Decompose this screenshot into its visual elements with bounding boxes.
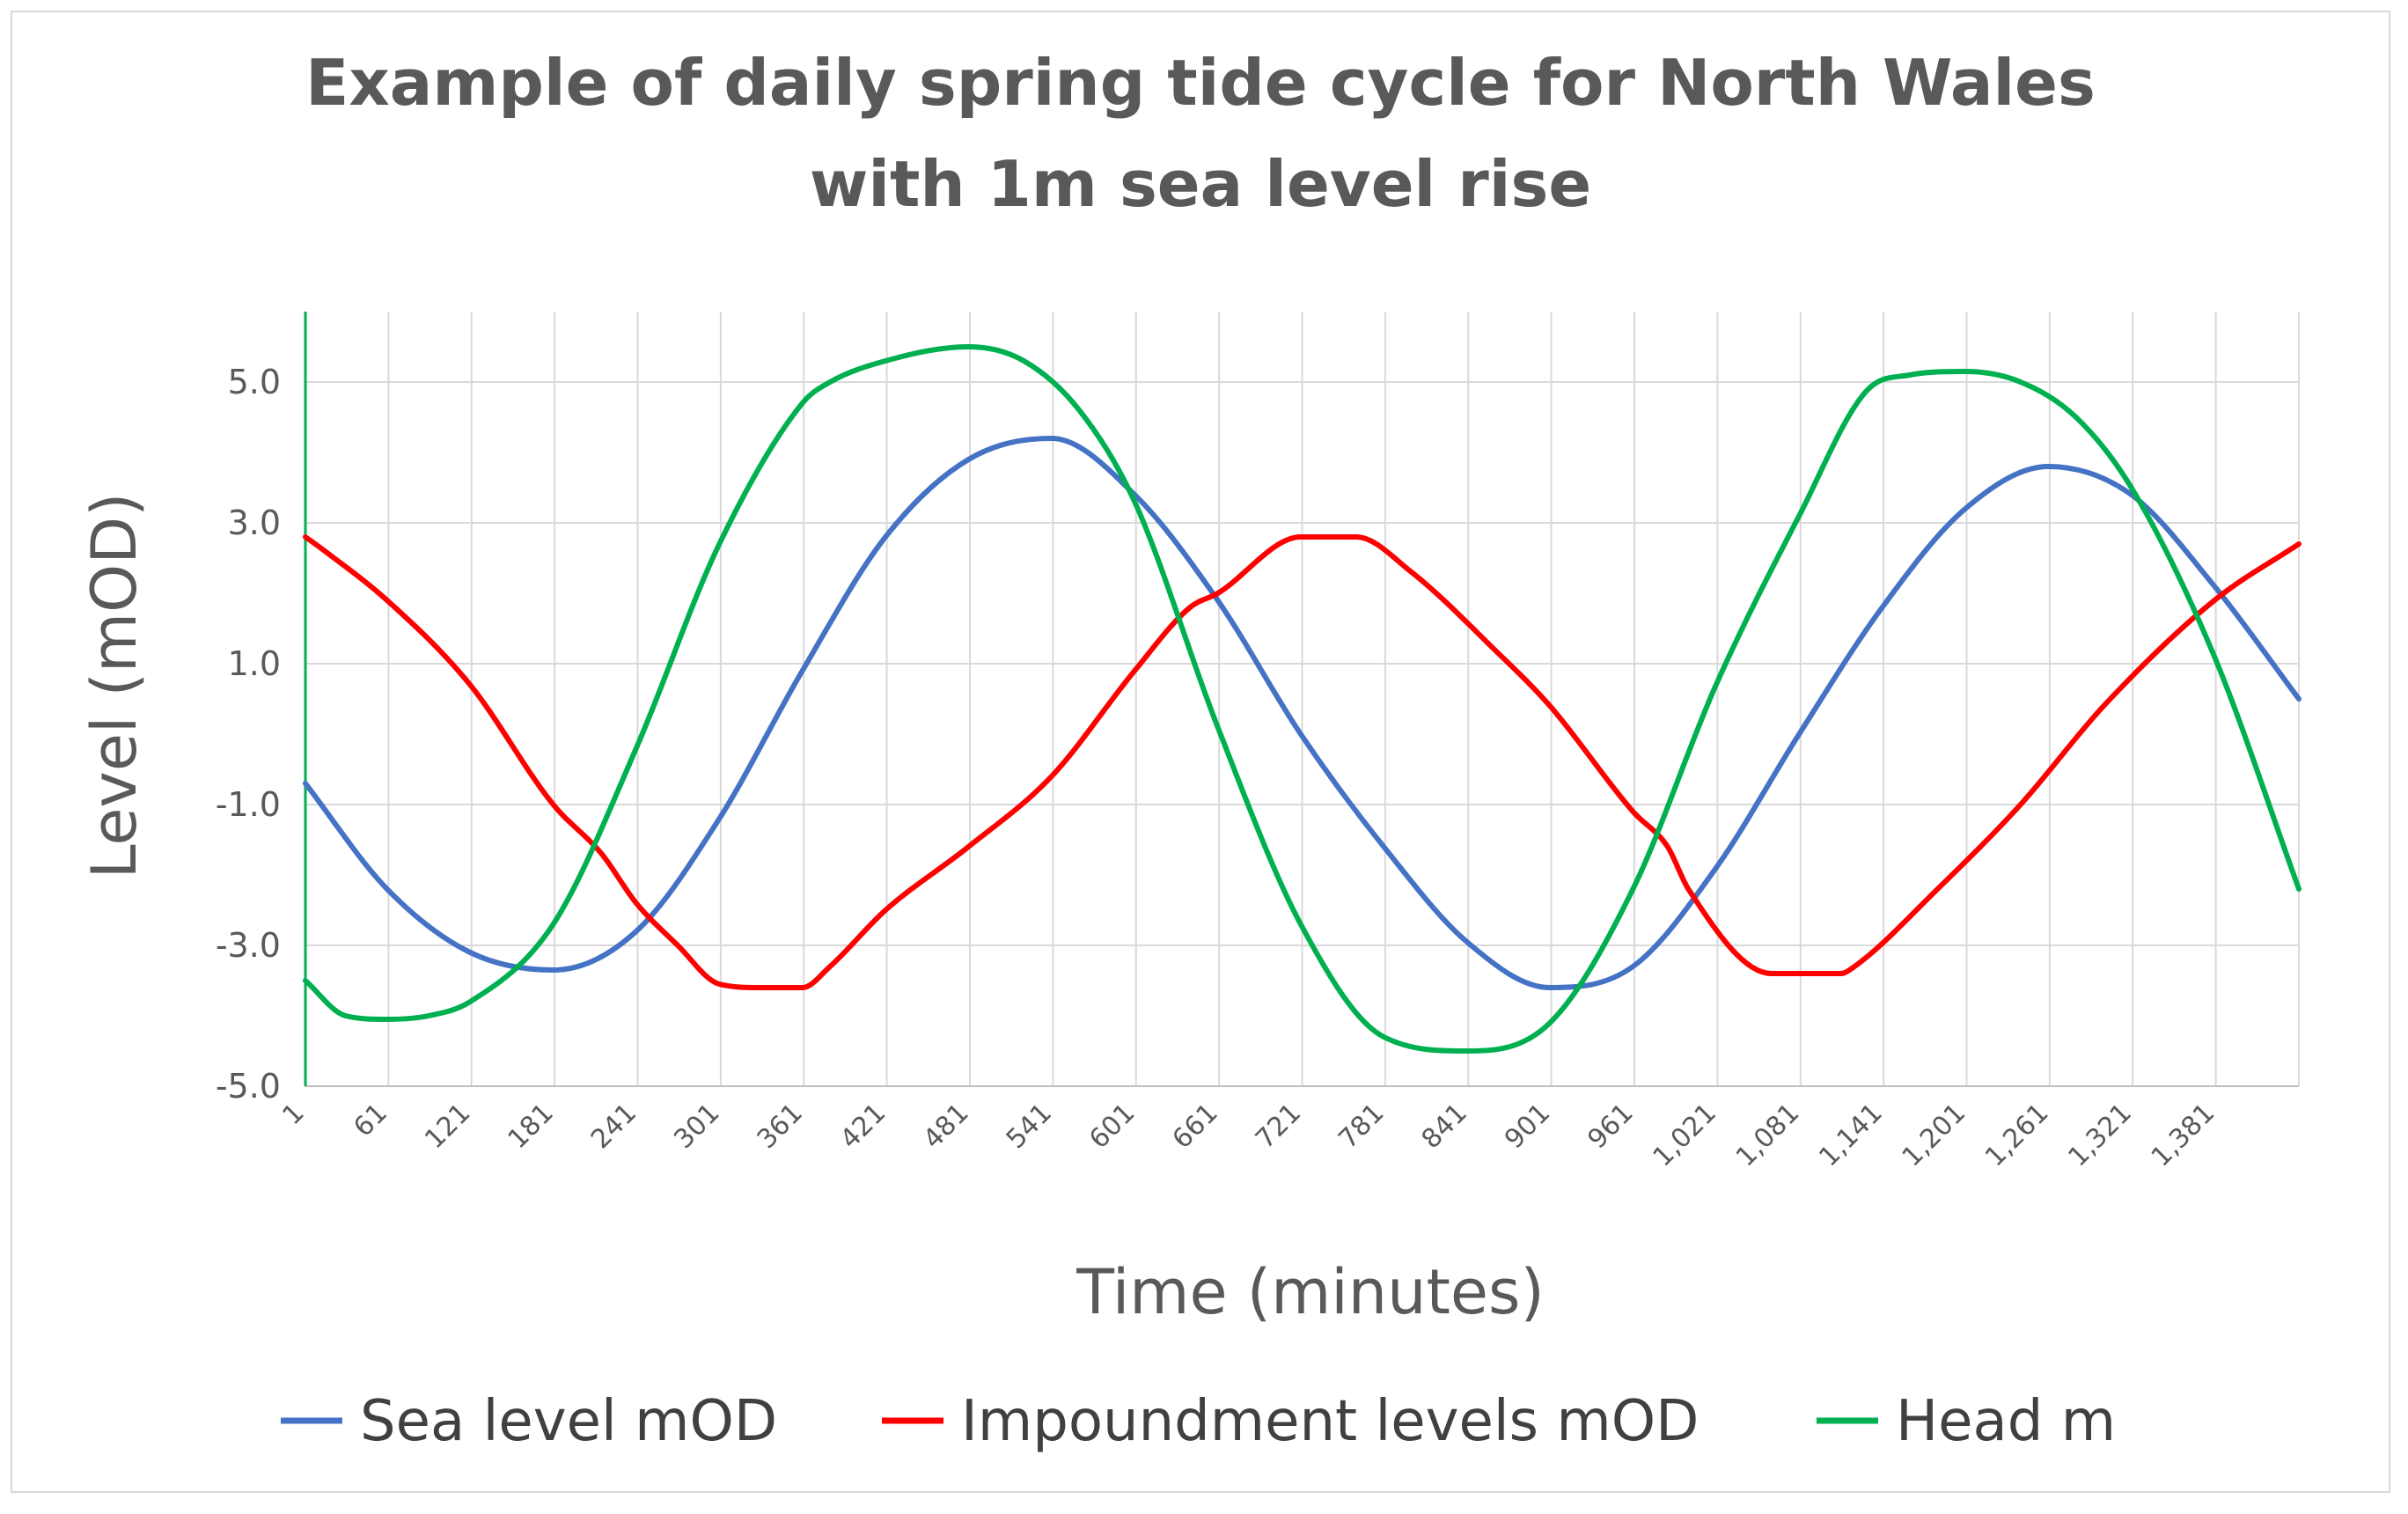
x-tick-label: 361: [752, 1098, 809, 1155]
x-tick-label: 601: [1083, 1098, 1141, 1155]
y-tick-label: 1.0: [228, 644, 281, 683]
x-tick-label: 481: [917, 1098, 974, 1155]
axes-layer: [304, 312, 2299, 1087]
sea-level-line: [303, 436, 2302, 990]
x-tick-label: 241: [585, 1098, 642, 1155]
x-tick-label: 1,321: [2062, 1098, 2137, 1172]
legend-label-sea-level: Sea level mOD: [360, 1389, 777, 1454]
chart-title-line-1: Example of daily spring tide cycle for N…: [305, 46, 2096, 120]
y-tick-label: -5.0: [216, 1067, 281, 1106]
y-tick-label: -1.0: [216, 785, 281, 824]
grid-layer: [305, 312, 2300, 1087]
x-tick-labels: 1 61 121 181 241 301 361 421 481 541 601 661 721 781 8…: [276, 1098, 2221, 1172]
x-tick-label: 1,381: [2146, 1098, 2221, 1172]
x-tick-label: 1,141: [1813, 1098, 1888, 1172]
x-tick-label: 1,261: [1979, 1098, 2054, 1172]
y-tick-label: -3.0: [216, 926, 281, 965]
chart-title-line-2: with 1m sea level rise: [810, 147, 1591, 221]
chart-svg: Example of daily spring tide cycle for N…: [78, 46, 2302, 1454]
x-tick-label: 1: [276, 1098, 310, 1131]
x-tick-label: 121: [419, 1098, 476, 1155]
x-tick-label: 301: [668, 1098, 725, 1155]
legend: Sea level mOD Impoundment levels mOD Hea…: [281, 1389, 2116, 1454]
x-axis-title: Time (minutes): [1076, 1256, 1545, 1328]
y-tick-label: 3.0: [228, 503, 281, 542]
impoundment-level-line: [303, 533, 2302, 990]
x-tick-label: 661: [1167, 1098, 1224, 1155]
x-tick-label: 1,021: [1648, 1098, 1722, 1172]
chart-frame: Example of daily spring tide cycle for N…: [11, 11, 2390, 1493]
y-axis-title: Level (mOD): [78, 493, 150, 879]
y-tick-labels: 5.0 3.0 1.0 -1.0 -3.0 -5.0: [216, 363, 281, 1106]
series-layer: [303, 344, 2302, 1054]
legend-label-head: Head m: [1896, 1389, 2116, 1454]
x-tick-label: 541: [1001, 1098, 1058, 1155]
head-line: [303, 344, 2302, 1054]
x-tick-label: 181: [503, 1098, 560, 1155]
x-tick-label: 961: [1582, 1098, 1639, 1155]
x-tick-label: 781: [1332, 1098, 1390, 1155]
y-tick-label: 5.0: [228, 363, 281, 401]
x-tick-label: 61: [348, 1098, 393, 1143]
x-tick-label: 841: [1416, 1098, 1473, 1155]
x-tick-label: 721: [1250, 1098, 1307, 1155]
x-tick-label: 1,081: [1730, 1098, 1805, 1172]
legend-label-impoundment: Impoundment levels mOD: [961, 1389, 1699, 1454]
x-tick-label: 421: [834, 1098, 892, 1155]
x-tick-label: 901: [1499, 1098, 1556, 1155]
x-tick-label: 1,201: [1897, 1098, 1971, 1172]
